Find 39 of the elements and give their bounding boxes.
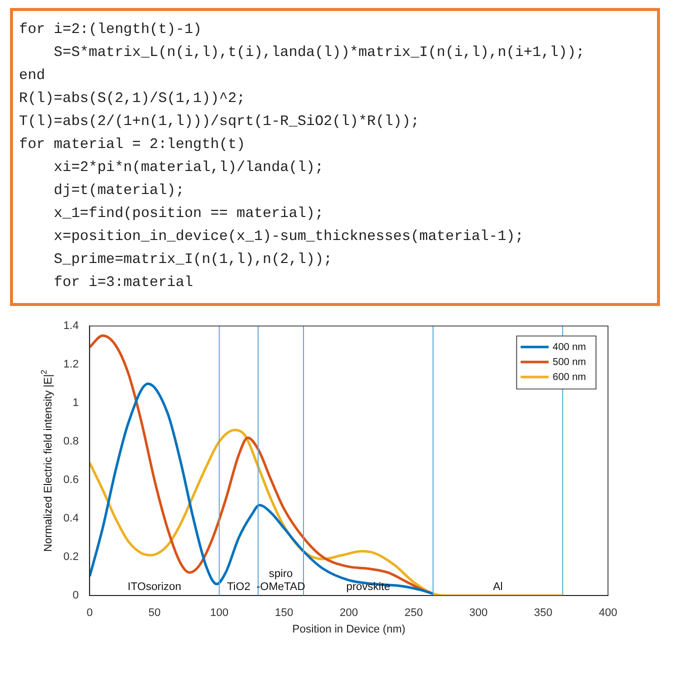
text: end xyxy=(19,67,46,86)
legend-label: 600 nm xyxy=(552,372,586,383)
y-tick-label: 0 xyxy=(72,590,79,602)
x-tick-label: 300 xyxy=(469,607,488,620)
annotation: Al xyxy=(492,581,503,594)
y-axis-title: Normalized Electric field intensity |E|2 xyxy=(40,369,55,552)
y-tick-label: 0.8 xyxy=(63,436,79,448)
text: S=S*matrix_L(n(i,l),t(i),landa(l))*matrix_I(n(i,l),n(i+1,l)); xyxy=(52,44,586,63)
x-tick-label: 100 xyxy=(210,607,228,620)
text: x_1=find(position == material); xyxy=(52,205,325,224)
legend-label: 500 nm xyxy=(552,356,586,368)
text: R(l)=abs(S(2,1)/S(1,1))^2; xyxy=(19,90,246,109)
text: S_prime=matrix_I(n(1,l),n(2,l)); xyxy=(52,251,334,270)
text: xi=2*pi*n(material,l)/landa(l); xyxy=(52,159,325,178)
y-tick-label: 0.6 xyxy=(63,474,79,486)
x-tick-label: 150 xyxy=(274,607,294,620)
y-tick-label: 1 xyxy=(72,397,79,410)
text: dj=t(material); xyxy=(52,182,186,201)
x-tick-label: 250 xyxy=(404,607,423,620)
x-tick-label: 400 xyxy=(598,607,618,620)
annotation: TiO2 xyxy=(226,581,250,594)
text: for material = 2:length(t) xyxy=(19,136,246,155)
x-tick-label: 350 xyxy=(534,607,552,620)
legend-label: 400 nm xyxy=(552,342,586,353)
y-tick-label: 1.2 xyxy=(63,358,79,371)
x-tick-label: 50 xyxy=(148,607,161,620)
x-axis-title: Position in Device (nm) xyxy=(292,623,406,636)
y-tick-label: 0.2 xyxy=(63,551,79,564)
line-series xyxy=(90,382,434,595)
annotation: ITOsorizon xyxy=(128,581,182,594)
text: T(l)=abs(2/(1+n(1,l)))/sqrt(1-R_SiO2(l)*R(l)); xyxy=(19,113,420,132)
text: x=position_in_device(x_1)-sum_thicknesses(material-1); xyxy=(52,228,525,247)
text: for i=2:(length(t)-1) xyxy=(19,21,203,40)
y-tick-label: 1.4 xyxy=(63,320,79,332)
text: for i=3:material xyxy=(52,274,194,293)
x-tick-label: 0 xyxy=(86,607,93,620)
x-tick-label: 200 xyxy=(340,607,358,620)
annotation: provskite xyxy=(346,581,390,594)
y-tick-label: 0.4 xyxy=(63,512,79,525)
